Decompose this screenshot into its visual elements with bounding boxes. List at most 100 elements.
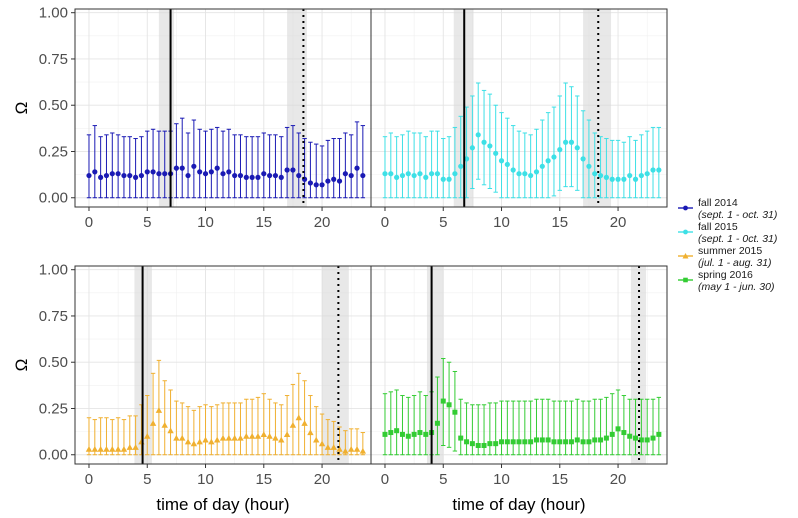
data-point bbox=[190, 440, 198, 447]
data-point bbox=[428, 171, 435, 177]
data-point bbox=[627, 172, 633, 179]
data-point bbox=[347, 445, 355, 452]
data-point bbox=[156, 171, 162, 177]
data-point bbox=[290, 167, 296, 173]
legend-entry: summer 2015(jul. 1 - aug. 31) bbox=[678, 245, 772, 269]
data-point bbox=[354, 165, 360, 171]
legend-label: fall 2014 bbox=[698, 197, 738, 209]
data-point bbox=[446, 402, 452, 408]
data-point bbox=[545, 437, 551, 443]
y-axis-title: Ω bbox=[12, 359, 31, 372]
data-point bbox=[423, 174, 429, 180]
data-point bbox=[301, 420, 308, 426]
x-tick-label: 15 bbox=[255, 471, 272, 488]
data-point bbox=[184, 438, 192, 445]
data-point bbox=[411, 172, 417, 179]
data-point bbox=[295, 414, 302, 421]
data-point bbox=[330, 444, 337, 450]
data-point bbox=[388, 430, 394, 436]
data-point bbox=[226, 169, 232, 175]
x-tick-label: 0 bbox=[85, 471, 93, 488]
data-point bbox=[149, 420, 157, 426]
data-point bbox=[150, 169, 156, 175]
x-tick-label: 0 bbox=[381, 214, 389, 231]
data-point bbox=[342, 447, 349, 454]
data-point bbox=[179, 434, 186, 441]
data-point bbox=[417, 171, 423, 177]
data-point bbox=[446, 176, 452, 182]
legend-entry: fall 2014(sept. 1 - oct. 31) bbox=[678, 197, 777, 221]
data-point bbox=[232, 172, 238, 179]
data-point bbox=[522, 171, 528, 177]
x-tick-label: 0 bbox=[381, 471, 389, 488]
legend-key-marker bbox=[683, 277, 688, 283]
sunset-band bbox=[287, 9, 307, 207]
data-point bbox=[563, 139, 569, 145]
data-point bbox=[627, 433, 633, 439]
data-point bbox=[551, 439, 557, 445]
legend-sublabel: (may 1 - jun. 30) bbox=[698, 281, 774, 293]
data-point bbox=[255, 174, 261, 180]
data-point bbox=[516, 171, 522, 177]
data-point bbox=[243, 174, 249, 180]
panel-2: 0 5 10 15 20 bbox=[370, 8, 668, 231]
data-point bbox=[475, 132, 481, 138]
data-point bbox=[586, 439, 592, 445]
data-point bbox=[510, 167, 516, 173]
data-point bbox=[644, 437, 650, 443]
x-tick-label: 20 bbox=[314, 471, 331, 488]
data-point bbox=[208, 169, 214, 175]
data-point bbox=[656, 167, 662, 173]
data-point bbox=[237, 172, 244, 179]
data-point bbox=[458, 435, 464, 441]
data-point bbox=[336, 445, 343, 452]
data-point bbox=[597, 172, 604, 179]
y-tick-label: 0.25 bbox=[39, 143, 68, 160]
data-point bbox=[568, 439, 574, 445]
data-point bbox=[405, 171, 411, 177]
data-point bbox=[563, 439, 569, 445]
legend-entry: fall 2015(sept. 1 - 0ct. 31) bbox=[678, 221, 777, 245]
data-point bbox=[458, 163, 464, 169]
x-tick-label: 5 bbox=[143, 214, 151, 231]
data-point bbox=[603, 435, 609, 441]
data-point bbox=[464, 439, 470, 445]
x-axis-title: time of day (hour) bbox=[156, 495, 289, 514]
sunset-band bbox=[630, 266, 647, 464]
legend-sublabel: (jul. 1 - aug. 31) bbox=[698, 257, 772, 269]
data-point bbox=[440, 176, 446, 182]
data-point bbox=[319, 182, 325, 188]
data-point bbox=[638, 437, 644, 443]
data-point bbox=[493, 441, 499, 447]
data-point bbox=[551, 154, 557, 160]
legend-label: fall 2015 bbox=[698, 221, 738, 233]
data-point bbox=[493, 150, 499, 156]
data-point bbox=[98, 174, 104, 180]
data-point bbox=[528, 172, 534, 179]
data-point bbox=[592, 171, 598, 177]
data-point bbox=[592, 437, 598, 443]
data-point bbox=[510, 439, 516, 445]
x-tick-label: 10 bbox=[197, 471, 214, 488]
data-point bbox=[248, 433, 256, 439]
data-point bbox=[202, 171, 209, 177]
data-point bbox=[382, 171, 388, 177]
data-point bbox=[173, 434, 180, 441]
panel-3: 0.00 0.25 0.50 0.75 1.00 Ω 0 5 10 15 20 time of day… bbox=[12, 262, 372, 514]
data-point bbox=[307, 429, 314, 436]
data-point bbox=[598, 437, 604, 443]
data-point bbox=[144, 169, 150, 175]
data-point bbox=[382, 431, 388, 437]
y-tick-label: 1.00 bbox=[39, 5, 68, 22]
data-point bbox=[231, 434, 238, 441]
data-point bbox=[115, 171, 121, 177]
data-point bbox=[155, 407, 163, 413]
data-point bbox=[452, 409, 458, 415]
data-point bbox=[289, 421, 297, 428]
data-point bbox=[499, 439, 505, 445]
data-point bbox=[191, 163, 197, 169]
data-point bbox=[208, 438, 215, 445]
data-point bbox=[109, 445, 116, 452]
data-point bbox=[109, 171, 115, 177]
y-tick-label: 0.75 bbox=[39, 51, 68, 68]
